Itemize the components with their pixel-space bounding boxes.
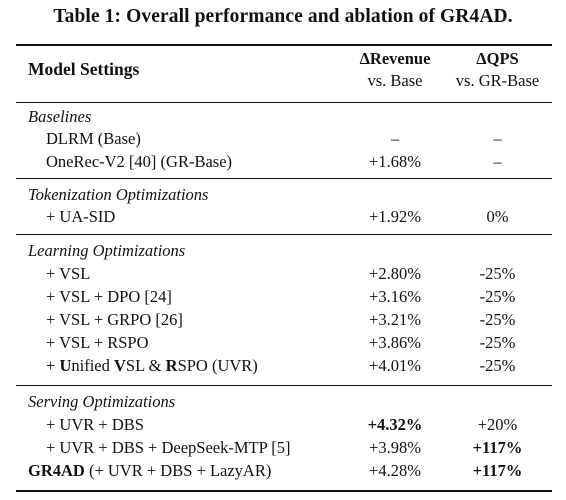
header-revenue-main: ΔRevenue <box>359 49 431 68</box>
section-rule <box>16 178 552 179</box>
row-revenue: +3.21% <box>369 310 421 329</box>
label-part: SPO (UVR) <box>177 356 258 375</box>
row-qps: -25% <box>479 310 516 329</box>
label-part-bold: R <box>165 356 178 375</box>
table-row: + VSL +2.80% -25% <box>0 263 566 285</box>
section-name: Learning Optimizations <box>28 241 186 260</box>
row-qps: -25% <box>479 287 516 306</box>
row-revenue: +1.68% <box>369 152 421 171</box>
table-row: + Unified VSL & RSPO (UVR) +4.01% -25% <box>0 355 566 377</box>
row-qps: -25% <box>479 356 516 375</box>
section-name: Baselines <box>28 107 92 126</box>
top-rule <box>16 44 552 46</box>
label-part: + <box>46 356 60 375</box>
row-revenue: – <box>390 129 400 148</box>
table-row: + VSL + RSPO +3.86% -25% <box>0 332 566 354</box>
row-label: + VSL + RSPO <box>46 333 149 352</box>
section-rule <box>16 234 552 235</box>
table-row: + UVR + DBS +4.32% +20% <box>0 414 566 436</box>
bottom-rule <box>16 490 552 492</box>
table-row: + VSL + GRPO [26] +3.21% -25% <box>0 309 566 331</box>
row-revenue: +3.86% <box>369 333 421 352</box>
row-label-uvr: + Unified VSL & RSPO (UVR) <box>46 355 258 377</box>
row-revenue-best: +4.32% <box>367 415 423 434</box>
table-row: OneRec-V2 [40] (GR-Base) +1.68% – <box>0 151 566 173</box>
row-revenue: +4.28% <box>369 461 421 480</box>
header-qps: ΔQPS vs. GR-Base <box>440 48 555 92</box>
table-row: + VSL + DPO [24] +3.16% -25% <box>0 286 566 308</box>
row-qps: – <box>493 152 502 171</box>
row-qps: +20% <box>477 415 518 434</box>
row-qps-best: +117% <box>472 438 523 457</box>
row-label: + UVR + DBS <box>46 415 144 434</box>
header-qps-main: ΔQPS <box>476 49 519 68</box>
row-qps: 0% <box>486 207 509 226</box>
row-label: + VSL <box>46 264 91 283</box>
header-qps-sub: vs. GR-Base <box>455 71 540 90</box>
row-revenue: +3.16% <box>369 287 421 306</box>
row-label: + UVR + DBS + DeepSeek-MTP [5] <box>46 438 291 457</box>
section-header: Serving Optimizations <box>0 391 566 413</box>
row-label-gr4ad: GR4AD (+ UVR + DBS + LazyAR) <box>28 460 271 482</box>
header-revenue-sub: vs. Base <box>367 71 423 90</box>
section-header: Tokenization Optimizations <box>0 184 566 206</box>
label-part: (+ UVR + DBS + LazyAR) <box>84 461 272 480</box>
row-qps: -25% <box>479 333 516 352</box>
table-caption: Table 1: Overall performance and ablatio… <box>53 6 513 27</box>
row-qps-best: +117% <box>472 461 523 480</box>
row-revenue: +2.80% <box>369 264 421 283</box>
table-row-final: GR4AD (+ UVR + DBS + LazyAR) +4.28% +117… <box>0 460 566 482</box>
row-label: DLRM (Base) <box>46 129 141 148</box>
table-row: + UA-SID +1.92% 0% <box>0 206 566 228</box>
row-revenue: +4.01% <box>369 356 421 375</box>
header-revenue: ΔRevenue vs. Base <box>325 48 465 92</box>
label-part: nified <box>71 356 114 375</box>
row-qps: -25% <box>479 264 516 283</box>
table-row: DLRM (Base) – – <box>0 128 566 150</box>
label-part-bold: V <box>113 356 126 375</box>
section-header: Baselines <box>0 106 566 128</box>
section-name: Tokenization Optimizations <box>28 185 209 204</box>
label-part: SL & <box>125 356 166 375</box>
row-label: + VSL + GRPO [26] <box>46 310 183 329</box>
row-revenue: +1.92% <box>369 207 421 226</box>
row-revenue: +3.98% <box>369 438 421 457</box>
section-header: Learning Optimizations <box>0 240 566 262</box>
table-row: + UVR + DBS + DeepSeek-MTP [5] +3.98% +1… <box>0 437 566 459</box>
row-label: + VSL + DPO [24] <box>46 287 172 306</box>
row-label: OneRec-V2 [40] (GR-Base) <box>46 152 233 171</box>
row-qps: – <box>493 129 502 148</box>
label-part-bold: GR4AD <box>28 461 85 480</box>
label-part-bold: U <box>59 356 72 375</box>
row-label: + UA-SID <box>46 207 116 226</box>
header-rule <box>16 102 552 103</box>
header-model-settings: Model Settings <box>28 59 140 79</box>
section-rule <box>16 385 552 386</box>
section-name: Serving Optimizations <box>28 392 176 411</box>
